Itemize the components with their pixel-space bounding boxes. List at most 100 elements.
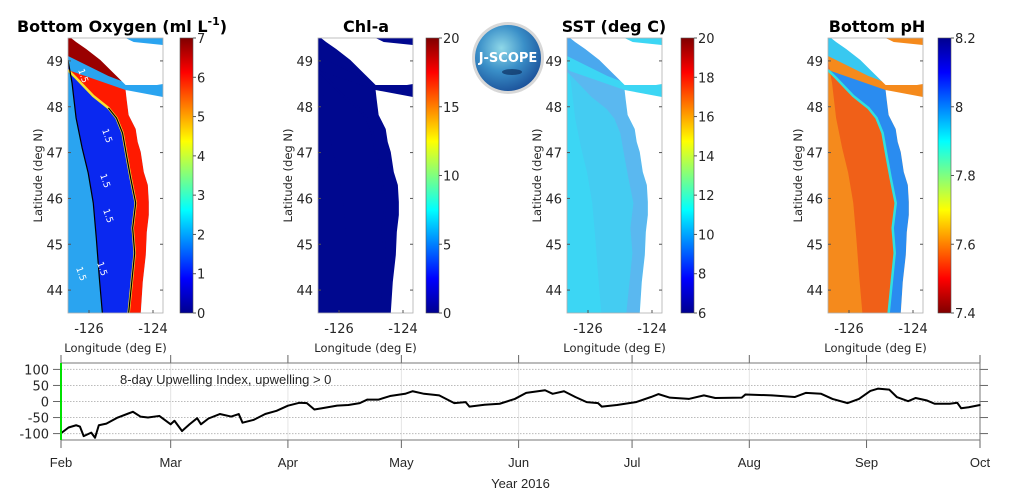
colorbar-tick-label: 15 [443, 101, 460, 116]
data-point [498, 402, 501, 405]
logo-text: J-SCOPE [478, 51, 538, 66]
contour-label: 1.5 [99, 128, 113, 145]
data-point [703, 394, 705, 397]
data-point [321, 407, 323, 410]
data-point [275, 410, 278, 412]
map-title-ph: Bottom pH [829, 17, 926, 36]
map-xlabel: Longitude (deg E) [563, 341, 665, 355]
y-tick-label: -50 [28, 412, 49, 427]
x-tick-label: Jun [508, 455, 529, 470]
y-tick-label: 50 [32, 379, 49, 394]
map-title-chla: Chl-a [343, 17, 389, 36]
data-point [483, 403, 486, 406]
shelf-field [828, 70, 909, 313]
land-mainland [885, 90, 923, 313]
data-point [926, 399, 928, 402]
map-sst [567, 38, 662, 313]
map-title-oxygen: Bottom Oxygen (ml L-1) [17, 15, 227, 36]
data-point [453, 402, 456, 404]
colorbar-tick-label: 20 [698, 32, 715, 47]
colorbar-tick-label: 7.4 [955, 307, 976, 322]
lon-tick-label: -124 [637, 322, 667, 337]
data-point [207, 417, 210, 420]
lat-tick-label: 45 [46, 238, 63, 253]
colorbar-sst [680, 37, 695, 314]
contour-line [107, 107, 137, 313]
data-point [366, 398, 369, 401]
lat-tick-label: 47 [545, 147, 562, 162]
data-point [933, 402, 936, 405]
colorbar-tick-label: 5 [443, 238, 451, 253]
map-title-sst: SST (deg C) [562, 17, 667, 36]
contour-label: 1.5 [73, 266, 87, 283]
x-tick-label: Mar [159, 455, 182, 470]
data-point [669, 396, 671, 399]
data-point [979, 404, 981, 406]
slope-field [318, 60, 386, 313]
contour-label: 1.5 [100, 208, 114, 225]
contour-label: 1.5 [94, 261, 108, 278]
x-tick-label: Feb [50, 455, 72, 470]
land-vancouver-island [570, 38, 662, 85]
data-point [948, 402, 951, 405]
colorbar-tick-label: 12 [698, 189, 715, 204]
map-frame [67, 37, 164, 314]
data-point [82, 435, 85, 437]
data-point [105, 422, 108, 425]
data-point [139, 415, 142, 418]
data-point [253, 418, 255, 421]
colorbar-tick-label: 8.2 [955, 32, 976, 47]
lon-tick-label: -126 [834, 322, 864, 337]
data-point [79, 425, 81, 428]
data-point [805, 392, 807, 394]
data-point [468, 405, 471, 408]
lat-tick-label: 44 [545, 284, 562, 299]
data-point [464, 401, 467, 403]
data-point [389, 395, 391, 397]
data-point [230, 415, 232, 418]
data-point [404, 393, 406, 395]
lat-tick-label: 47 [46, 147, 63, 162]
lon-tick-label: -126 [74, 322, 104, 337]
data-point [744, 393, 747, 396]
data-point [914, 397, 917, 399]
data-point [169, 423, 172, 426]
shelf-field [318, 70, 399, 313]
map-panel-chla: 49 48 47 46 45 44 -126 -124 Longitude (deg E) Lat… [281, 32, 460, 355]
data-point [219, 413, 221, 415]
data-point [585, 401, 588, 403]
shelf-edge-band [567, 69, 636, 313]
data-point [687, 398, 690, 400]
data-point [90, 431, 93, 434]
x-tick-label: Jul [624, 455, 641, 470]
chart-annotation: 8-day Upwelling Index, upwelling > 0 [120, 372, 331, 387]
lat-tick-label: 45 [296, 238, 313, 253]
data-point [188, 423, 191, 426]
map-panel-ph: 49 48 47 46 45 44 -126 -124 Longitude (deg E) Lat… [791, 32, 976, 355]
colorbar-tick-label: 7.8 [955, 170, 976, 185]
colorbar-oxygen [179, 37, 194, 314]
colorbar-tick-label: 8 [698, 268, 706, 283]
colorbar-tick-label: 7 [197, 32, 205, 47]
land-vancouver-island [71, 38, 163, 85]
y-tick-label: 100 [24, 363, 49, 378]
data-point [298, 401, 301, 404]
lat-tick-label: 46 [296, 192, 313, 207]
map-chla [318, 38, 413, 313]
data-point [94, 436, 96, 439]
data-point [241, 421, 244, 424]
map-frame [317, 37, 414, 314]
map-xlabel: Longitude (deg E) [314, 341, 416, 355]
colorbar-ph [937, 37, 952, 314]
lat-tick-label: 45 [545, 238, 562, 253]
map-frame [566, 37, 663, 314]
lat-tick-label: 44 [46, 284, 63, 299]
lat-tick-label: 46 [545, 192, 562, 207]
colorbar-tick-label: 0 [443, 307, 451, 322]
data-point [650, 396, 652, 398]
shelf-edge-band [828, 69, 897, 313]
data-point [657, 393, 660, 395]
data-point [358, 402, 361, 404]
